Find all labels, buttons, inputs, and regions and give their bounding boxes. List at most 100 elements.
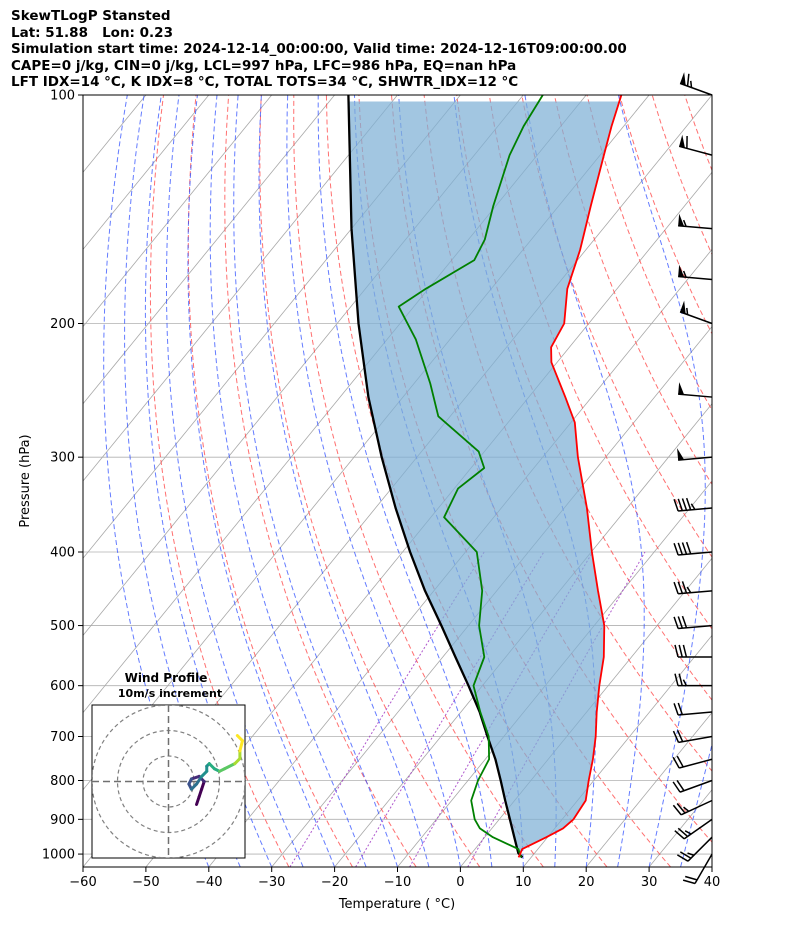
- wind-barb: [673, 541, 713, 556]
- parcel-profile-line: [347, 95, 524, 859]
- mixing-ratio-line: [355, 551, 545, 867]
- wind-barb: [678, 213, 713, 230]
- dry-adiabat-line: [149, 95, 290, 867]
- x-tick-label: −40: [195, 875, 222, 890]
- stability-index-line: LFT IDX=14 °C, K IDX=8 °C, TOTAL TOTS=34…: [11, 74, 519, 90]
- y-tick-label: 1000: [42, 848, 75, 863]
- hodograph-segment: [238, 739, 244, 753]
- x-tick-label: 30: [641, 875, 658, 890]
- dry-adiabat-line: [717, 95, 794, 867]
- moist-adiabat-line: [317, 95, 493, 867]
- dry-adiabat-line: [293, 95, 544, 867]
- wind-barb: [682, 853, 713, 885]
- wind-barb: [679, 300, 713, 325]
- hodograph-inset: [91, 704, 246, 859]
- wind-barb: [674, 818, 713, 840]
- station-coordinates: Lat: 51.88 Lon: 0.23: [11, 24, 173, 41]
- hodograph-segment: [223, 762, 237, 771]
- x-tick-label: 0: [456, 875, 464, 890]
- y-tick-label: 100: [50, 89, 75, 104]
- isotherm-line: [334, 403, 712, 867]
- wind-barb: [672, 799, 713, 816]
- wind-barb: [679, 72, 713, 96]
- x-tick-label: 40: [704, 875, 721, 890]
- dry-adiabat-line: [259, 95, 481, 867]
- simulation-times: Simulation start time: 2024-12-14_00:00:…: [11, 41, 627, 57]
- isotherm-line: [83, 95, 84, 96]
- y-axis-title: Pressure (hPa): [18, 434, 33, 527]
- x-tick-label: 10: [515, 875, 532, 890]
- hodograph-subtitle: 10m/s increment: [118, 687, 222, 700]
- dry-adiabat-line: [783, 95, 794, 867]
- dry-adiabat-line: [187, 95, 353, 867]
- dry-adiabat-line: [619, 95, 712, 335]
- dry-adiabat-line: [586, 95, 712, 412]
- cape-region: [348, 101, 620, 854]
- dry-adiabat-line: [488, 95, 712, 630]
- dewpoint-line: [397, 95, 544, 858]
- wind-barb: [674, 673, 712, 687]
- dry-adiabat-line: [224, 95, 417, 867]
- moist-adiabat-line: [144, 95, 273, 867]
- x-axis-title: Temperature ( °C): [338, 897, 455, 912]
- isotherm-line: [522, 634, 712, 867]
- hodograph-title: Wind Profile: [125, 671, 208, 685]
- moist-adiabat-line: [166, 95, 304, 867]
- x-tick-label: 20: [578, 875, 595, 890]
- y-tick-label: 200: [50, 317, 75, 332]
- x-tick-label: −30: [258, 875, 285, 890]
- stability-cape-line: CAPE=0 j/kg, CIN=0 j/kg, LCL=997 hPa, LF…: [11, 57, 517, 74]
- y-axis-ticks: 100 200 300 400 500 600 700 800 900 1000: [42, 89, 83, 863]
- moist-adiabat-line: [209, 95, 367, 867]
- dry-adiabat-line: [684, 95, 712, 172]
- wind-barb: [672, 779, 713, 793]
- chart-header: SkewTLogP Stansted Lat: 51.88 Lon: 0.23 …: [11, 8, 627, 91]
- y-tick-label: 700: [50, 730, 75, 745]
- wind-barb: [672, 755, 713, 769]
- wind-barb: [678, 264, 713, 281]
- hodograph-segment: [195, 774, 204, 786]
- moist-adiabat-line: [233, 95, 398, 867]
- moist-adiabat-line: [711, 865, 712, 867]
- wind-barb: [678, 382, 713, 398]
- wind-barb: [678, 134, 713, 156]
- wind-barb: [673, 497, 713, 512]
- x-axis-ticks: −60 −50 −40 −30 −20 −10 0 10 20 30 40: [69, 867, 720, 890]
- moist-adiabat-line: [258, 95, 430, 867]
- x-tick-label: −50: [132, 875, 159, 890]
- y-tick-label: 300: [50, 451, 75, 466]
- wind-barb: [676, 836, 713, 862]
- y-tick-label: 400: [50, 546, 75, 561]
- isotherm-line: [83, 95, 335, 405]
- wind-barb: [674, 644, 712, 658]
- wind-barb: [673, 615, 713, 630]
- isotherm-line: [711, 866, 712, 867]
- moist-adiabat-line: [617, 95, 706, 867]
- moist-adiabat-line: [524, 95, 645, 867]
- isotherm-line: [648, 789, 712, 867]
- y-tick-label: 900: [50, 813, 75, 828]
- moist-adiabat-line: [286, 95, 461, 867]
- mixing-ratio-line: [467, 551, 646, 867]
- mixing-ratio-line: [289, 551, 485, 867]
- y-tick-label: 800: [50, 774, 75, 789]
- isotherm-line: [83, 95, 210, 251]
- wind-barb: [672, 730, 713, 744]
- dry-adiabat-line: [750, 95, 794, 867]
- dry-adiabat-line: [651, 95, 712, 256]
- wind-barb: [673, 702, 713, 716]
- dry-adiabat-line: [553, 95, 712, 486]
- wind-barbs: [672, 72, 713, 885]
- x-tick-label: −20: [321, 875, 348, 890]
- isotherm-line: [83, 95, 273, 328]
- x-tick-label: −10: [384, 875, 411, 890]
- hodograph-segment: [235, 734, 244, 743]
- cape-shading: [348, 101, 620, 854]
- y-tick-label: 500: [50, 619, 75, 634]
- isotherm-line: [271, 325, 712, 867]
- y-tick-label: 600: [50, 679, 75, 694]
- wind-barb: [673, 581, 713, 595]
- profile-lines: [347, 95, 623, 859]
- moist-adiabat-line: [187, 95, 336, 867]
